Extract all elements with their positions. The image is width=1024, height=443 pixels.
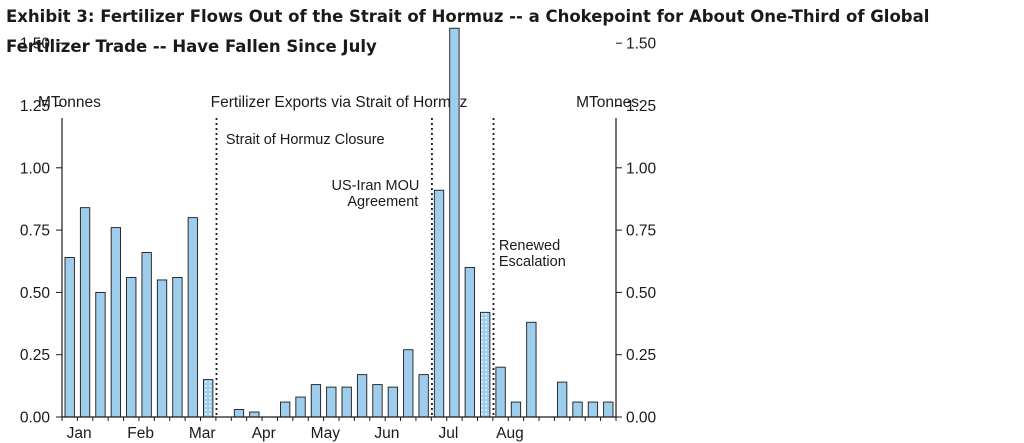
bar: [110, 227, 122, 418]
bar: [403, 349, 414, 418]
right-y-tick-label: 1.00: [626, 160, 657, 177]
bar: [433, 189, 445, 418]
bar: [495, 366, 506, 418]
bar: [279, 401, 291, 418]
bar: [79, 207, 91, 418]
exhibit-title: Exhibit 3: Fertilizer Flows Out of the S…: [6, 7, 930, 56]
bar: [326, 386, 337, 418]
left-y-tick-label: 0.75: [20, 223, 50, 240]
x-tick-label: Mar: [189, 425, 216, 442]
bar: [387, 386, 399, 418]
bar: [126, 277, 137, 418]
event-annotation: Strait of Hormuz Closure: [226, 132, 385, 148]
left-y-tick-label: 1.25: [20, 98, 50, 115]
bar: [295, 396, 306, 418]
bar: [480, 311, 491, 418]
right-axis-unit: MTonnes: [576, 94, 639, 111]
bar: [341, 386, 352, 418]
bar: [603, 401, 614, 418]
chart-title: Fertilizer Exports via Strait of Hormuz: [211, 94, 468, 111]
bar: [526, 321, 537, 418]
x-tick-label: Apr: [252, 425, 276, 442]
right-y-tick-label: 0.75: [626, 223, 656, 240]
bar: [356, 374, 368, 418]
x-tick-label: Jan: [67, 425, 92, 442]
bar: [464, 267, 475, 418]
left-y-tick-label: 0.00: [20, 410, 51, 427]
left-y-tick-label: 1.00: [20, 160, 51, 177]
right-y-tick-label: 0.50: [626, 285, 657, 302]
bar: [310, 384, 322, 418]
bar: [449, 27, 460, 418]
bar: [95, 291, 106, 418]
x-tick-label: Jun: [374, 425, 399, 442]
bar: [233, 409, 245, 418]
x-tick-label: Aug: [496, 425, 524, 442]
bar: [64, 257, 75, 418]
bar: [187, 217, 198, 418]
bar: [587, 401, 599, 418]
x-tick-label: Jul: [439, 425, 459, 442]
bar: [510, 401, 522, 418]
right-y-tick-label: 0.25: [626, 347, 656, 364]
bar: [156, 279, 168, 418]
left-y-tick-label: 1.50: [20, 36, 51, 53]
x-tick-label: May: [311, 425, 341, 442]
bar: [172, 277, 183, 418]
left-y-tick-label: 0.50: [20, 285, 51, 302]
right-y-tick-label: 0.00: [626, 410, 657, 427]
left-y-tick-label: 0.25: [20, 347, 50, 364]
right-y-tick-label: 1.50: [626, 36, 657, 53]
x-tick-label: Feb: [127, 425, 154, 442]
bar: [203, 379, 214, 418]
event-annotation: US-Iran MOU Agreement: [332, 178, 420, 210]
bar: [249, 411, 260, 418]
bar: [141, 252, 152, 418]
bar: [372, 384, 383, 418]
bar: [418, 374, 429, 418]
left-axis-unit: MTonnes: [38, 94, 101, 111]
bar: [572, 401, 583, 418]
plot-area: 0.00 0.00 0.25 0.25 0.50 0.50 0.75 0.75 1.00 1.00…: [20, 27, 657, 442]
bar: [556, 381, 568, 418]
event-annotation: Renewed Escalation: [499, 238, 566, 270]
right-y-tick-label: 1.25: [626, 98, 656, 115]
